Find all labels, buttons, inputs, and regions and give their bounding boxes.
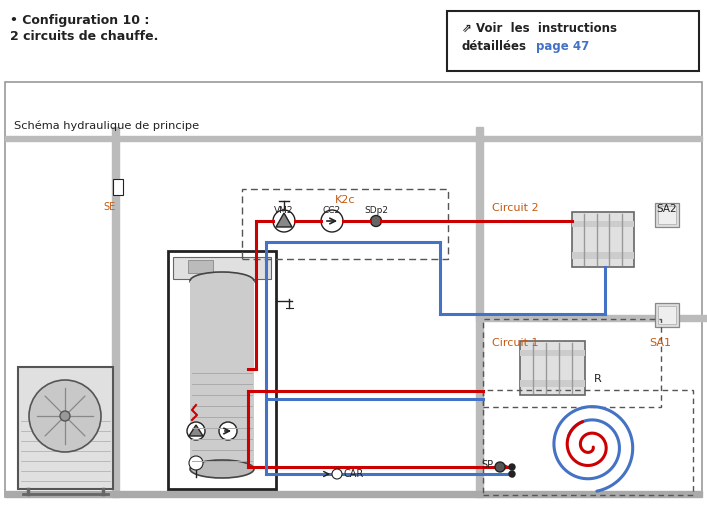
Circle shape xyxy=(189,456,203,470)
Circle shape xyxy=(187,422,205,440)
Text: Schéma hydraulique de principe: Schéma hydraulique de principe xyxy=(14,120,199,130)
Bar xyxy=(168,251,276,489)
Text: Circuit 1: Circuit 1 xyxy=(492,337,539,347)
Circle shape xyxy=(509,464,515,470)
Bar xyxy=(476,316,707,321)
Bar xyxy=(655,204,679,228)
Bar xyxy=(520,381,585,387)
Text: • Configuration 10 :: • Configuration 10 : xyxy=(10,14,149,27)
Bar xyxy=(112,128,119,497)
Text: SA1: SA1 xyxy=(649,337,671,347)
Polygon shape xyxy=(189,425,203,436)
Bar xyxy=(190,281,254,469)
Text: détaillées: détaillées xyxy=(462,40,527,53)
Bar xyxy=(572,252,634,259)
Bar xyxy=(113,180,123,195)
Bar xyxy=(520,341,585,395)
Text: SDp2: SDp2 xyxy=(364,206,388,215)
Text: SP: SP xyxy=(481,459,493,469)
Bar xyxy=(5,491,702,497)
Bar xyxy=(655,304,679,327)
Bar xyxy=(5,137,702,142)
Text: SE: SE xyxy=(103,201,115,212)
Circle shape xyxy=(29,380,101,452)
Bar xyxy=(5,83,702,497)
Text: SA2: SA2 xyxy=(657,204,677,214)
Text: R: R xyxy=(594,373,602,383)
Text: 2 circuits de chauffe.: 2 circuits de chauffe. xyxy=(10,30,158,43)
Circle shape xyxy=(60,411,70,421)
Bar xyxy=(572,213,634,268)
Bar xyxy=(483,390,693,495)
Circle shape xyxy=(495,462,505,472)
Text: ⇗ Voir  les  instructions: ⇗ Voir les instructions xyxy=(462,22,617,35)
Circle shape xyxy=(219,422,237,440)
Polygon shape xyxy=(276,214,292,228)
Text: CC2: CC2 xyxy=(323,206,341,215)
Ellipse shape xyxy=(190,460,254,478)
Text: K2c: K2c xyxy=(334,194,355,205)
Bar xyxy=(447,12,699,72)
Circle shape xyxy=(332,469,342,479)
Bar xyxy=(572,221,634,228)
Circle shape xyxy=(321,211,343,232)
Circle shape xyxy=(273,211,295,232)
Ellipse shape xyxy=(190,273,254,290)
Text: Circuit 2: Circuit 2 xyxy=(492,203,539,213)
Bar xyxy=(483,319,661,407)
Bar xyxy=(188,261,213,274)
Bar xyxy=(520,350,585,357)
Text: CAR: CAR xyxy=(344,468,364,478)
Bar xyxy=(658,307,676,324)
Circle shape xyxy=(509,471,515,477)
Bar xyxy=(18,367,113,489)
Bar xyxy=(476,128,483,497)
Text: page 47: page 47 xyxy=(536,40,589,53)
Bar xyxy=(173,258,271,279)
Text: VM2: VM2 xyxy=(274,206,293,215)
Bar xyxy=(242,189,448,260)
Bar xyxy=(658,207,676,225)
Circle shape xyxy=(370,216,382,227)
